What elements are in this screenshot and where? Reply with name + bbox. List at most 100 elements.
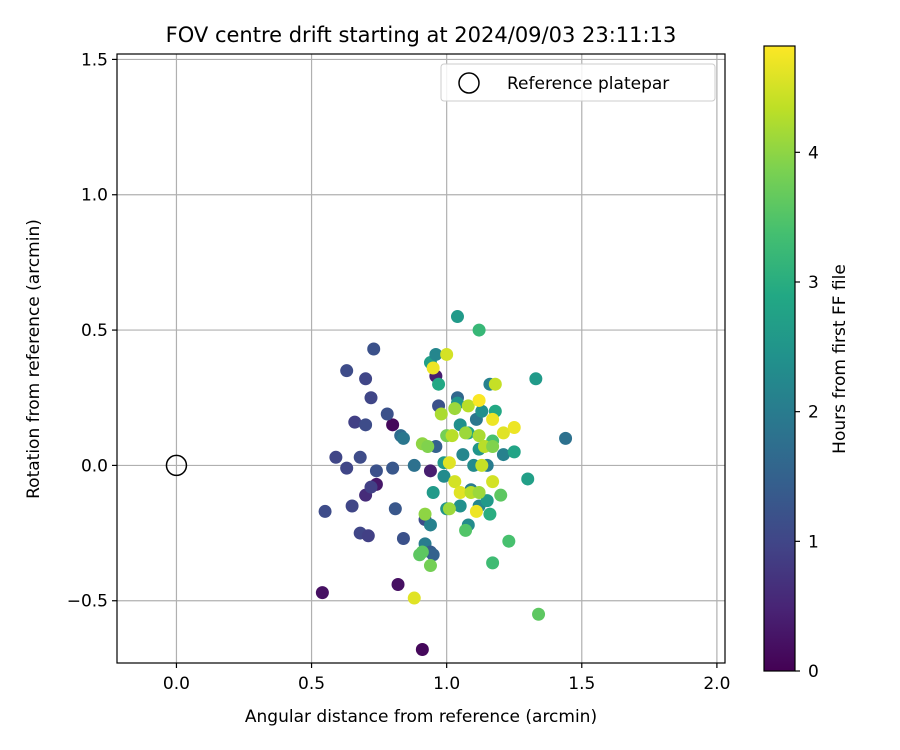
- data-point: [453, 485, 467, 499]
- data-point: [507, 421, 521, 435]
- data-point: [367, 342, 381, 356]
- data-point: [329, 450, 343, 464]
- plot-frame: [116, 53, 726, 664]
- data-point: [340, 461, 354, 475]
- data-point: [472, 323, 486, 337]
- data-point: [359, 372, 373, 386]
- data-point: [483, 507, 497, 521]
- data-point: [348, 415, 362, 429]
- data-point: [353, 450, 367, 464]
- data-point: [529, 372, 543, 386]
- data-point: [396, 531, 410, 545]
- data-point: [496, 426, 510, 440]
- data-point: [459, 523, 473, 537]
- data-point: [486, 556, 500, 570]
- data-point: [407, 591, 421, 605]
- data-point: [437, 469, 451, 483]
- data-point: [453, 499, 467, 513]
- data-point: [359, 418, 373, 432]
- data-point: [432, 377, 446, 391]
- colorbar-ticks: 0 1 2 3 4: [795, 143, 819, 682]
- data-point: [488, 377, 502, 391]
- data-point: [472, 393, 486, 407]
- data-point: [442, 502, 456, 516]
- data-point: [459, 426, 473, 440]
- data-point: [364, 391, 378, 405]
- data-point: [407, 458, 421, 472]
- data-point: [396, 431, 410, 445]
- colorbar-tick-label: 2: [808, 403, 819, 423]
- data-point: [496, 448, 510, 462]
- x-tick-label: 1.0: [433, 674, 460, 694]
- data-point: [388, 502, 402, 516]
- data-point: [442, 456, 456, 470]
- data-point: [445, 429, 459, 443]
- y-tick-label: 1.0: [81, 186, 108, 206]
- data-point: [415, 642, 429, 656]
- data-point: [429, 347, 443, 361]
- data-point: [413, 548, 427, 562]
- data-point: [502, 534, 516, 548]
- y-tick-label: 0.5: [81, 321, 108, 341]
- data-point: [521, 472, 535, 486]
- data-point: [318, 504, 332, 518]
- colorbar-label: Hours from first FF file: [830, 264, 850, 454]
- data-point: [418, 507, 432, 521]
- data-point: [507, 445, 521, 459]
- x-tick-label: 2.0: [703, 674, 730, 694]
- data-point: [461, 399, 475, 413]
- colorbar-tick-label: 1: [808, 532, 819, 552]
- data-point: [434, 407, 448, 421]
- data-point: [472, 485, 486, 499]
- data-point: [440, 347, 454, 361]
- data-point: [559, 431, 573, 445]
- data-point: [426, 548, 440, 562]
- data-point: [486, 412, 500, 426]
- chart-title: FOV centre drift starting at 2024/09/03 …: [166, 23, 677, 47]
- data-point: [475, 404, 489, 418]
- x-axis-label: Angular distance from reference (arcmin): [245, 707, 597, 727]
- data-point: [315, 586, 329, 600]
- y-tick-label: 0.0: [81, 456, 108, 476]
- data-point: [421, 439, 435, 453]
- data-point: [426, 485, 440, 499]
- y-axis-ticks: −0.5 0.0 0.5 1.0 1.5: [67, 50, 117, 612]
- y-axis-label: Rotation from reference (arcmin): [24, 219, 44, 499]
- data-point: [386, 418, 400, 432]
- data-point: [391, 578, 405, 592]
- data-point: [448, 402, 462, 416]
- x-tick-label: 1.5: [568, 674, 595, 694]
- data-points: [315, 310, 573, 656]
- colorbar-tick-label: 3: [808, 273, 819, 293]
- colorbar-tick-label: 0: [808, 662, 819, 682]
- data-point: [369, 464, 383, 478]
- data-point: [426, 361, 440, 375]
- data-point: [450, 310, 464, 324]
- y-tick-label: 1.5: [81, 50, 108, 70]
- data-point: [480, 494, 494, 508]
- data-point: [361, 529, 375, 543]
- data-point: [423, 559, 437, 573]
- data-point: [532, 607, 546, 621]
- data-point: [340, 364, 354, 378]
- data-point: [448, 475, 462, 489]
- data-point: [423, 518, 437, 532]
- data-point: [380, 407, 394, 421]
- data-point: [456, 448, 470, 462]
- data-point: [486, 475, 500, 489]
- colorbar: [763, 45, 796, 672]
- legend-marker-icon: [458, 72, 480, 94]
- reference-platepar-marker: [165, 454, 188, 477]
- y-tick-label: −0.5: [67, 592, 108, 612]
- data-point: [364, 480, 378, 494]
- legend-entry-reference: Reference platepar: [507, 74, 669, 94]
- data-point: [475, 458, 489, 472]
- data-point: [423, 464, 437, 478]
- data-point: [469, 504, 483, 518]
- legend: Reference platepar: [440, 63, 716, 102]
- data-point: [472, 429, 486, 443]
- legend-box: [440, 63, 716, 102]
- data-point: [486, 439, 500, 453]
- data-point: [345, 499, 359, 513]
